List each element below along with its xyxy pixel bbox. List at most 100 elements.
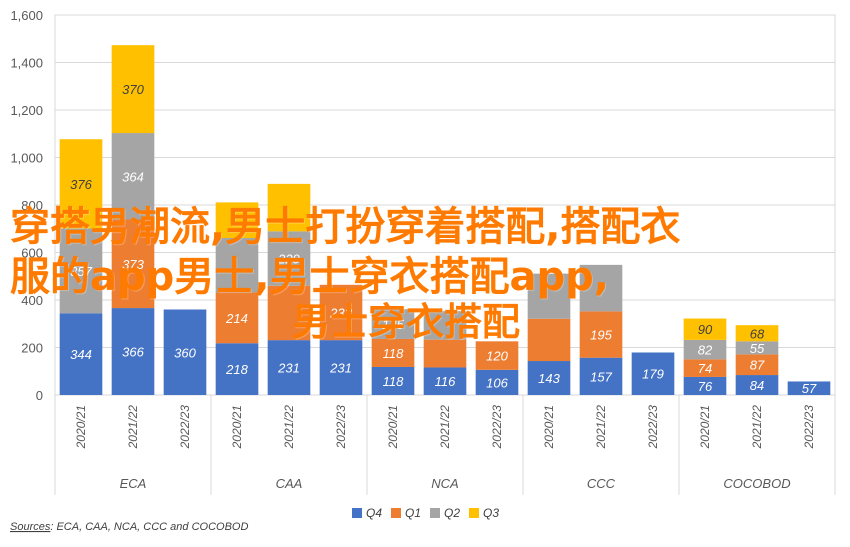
data-label: 214 — [225, 311, 248, 326]
bar-segment-q2 — [59, 228, 103, 314]
y-tick-label: 800 — [21, 198, 43, 213]
bar-segment-q4 — [215, 343, 259, 395]
group-label: CCC — [587, 476, 616, 491]
data-label: 143 — [538, 371, 560, 386]
legend-label-q2: Q2 — [444, 506, 460, 520]
data-label: 120 — [486, 349, 508, 364]
data-label: 68 — [750, 326, 765, 341]
legend-swatch-q1 — [391, 508, 401, 518]
bar-segment-q2 — [527, 273, 571, 319]
bar-segment-q2 — [579, 264, 623, 312]
bar-segment-q2 — [371, 309, 415, 339]
bar-segment-q2 — [683, 339, 727, 360]
bar-segment-q1 — [527, 318, 571, 362]
y-tick-label: 1,000 — [10, 151, 43, 166]
data-label: 116 — [435, 374, 456, 389]
bar-segment-q3 — [683, 318, 727, 340]
data-label: 218 — [225, 362, 248, 377]
data-label: 118 — [383, 374, 404, 389]
legend-label-q1: Q1 — [405, 506, 421, 520]
x-tick-label: 2020/21 — [698, 405, 712, 449]
group-label: NCA — [431, 476, 458, 491]
bar-segment-q1 — [683, 359, 727, 377]
group-label: COCOBOD — [723, 476, 790, 491]
data-label: 364 — [122, 169, 144, 184]
data-label: 360 — [174, 345, 196, 360]
data-label: 344 — [70, 347, 92, 362]
source-text: : ECA, CAA, NCA, CCC and COCOBOD — [50, 521, 248, 533]
bar-segment-q3 — [267, 183, 311, 232]
x-tick-label: 2022/23 — [334, 405, 348, 450]
bar-segment-q4 — [527, 361, 571, 395]
bar-segment-q3 — [735, 325, 779, 342]
x-tick-label: 2020/21 — [542, 405, 556, 449]
source-label: Sources — [10, 521, 51, 533]
bar-segment-q1 — [319, 284, 363, 341]
x-tick-label: 2020/21 — [74, 405, 88, 449]
bar-segment-q4 — [59, 313, 103, 395]
data-label: 376 — [70, 177, 92, 192]
bar-segment-q1 — [267, 285, 311, 341]
x-tick-label: 2021/22 — [594, 405, 608, 450]
y-tick-label: 0 — [36, 388, 43, 403]
data-label: 57 — [802, 381, 817, 396]
legend-label-q4: Q4 — [366, 506, 382, 520]
data-label: 366 — [122, 345, 144, 360]
data-label: 74 — [698, 361, 712, 376]
x-tick-label: 2021/22 — [282, 405, 296, 450]
data-label: 370 — [122, 82, 144, 97]
data-label: 84 — [750, 378, 764, 393]
bar-segment-q4 — [423, 367, 467, 395]
bar-segment-q2 — [423, 311, 467, 340]
x-tick-label: 2021/22 — [126, 405, 140, 450]
y-tick-label: 200 — [21, 341, 43, 356]
bar-segment-q2 — [735, 341, 779, 355]
data-label: 76 — [698, 379, 713, 394]
bar-segment-q4 — [163, 309, 207, 395]
bar-segment-q4 — [475, 369, 519, 395]
group-label: CAA — [276, 476, 303, 491]
y-tick-label: 1,200 — [10, 103, 43, 118]
bar-segment-q4 — [683, 376, 727, 395]
y-tick-label: 600 — [21, 246, 43, 261]
x-tick-label: 2021/22 — [438, 405, 452, 450]
y-tick-label: 1,600 — [10, 8, 43, 23]
bar-segment-q1 — [423, 339, 467, 368]
bar-segment-q4 — [111, 308, 155, 395]
bar-segment-q4 — [631, 352, 675, 395]
bar-segment-q4 — [787, 381, 831, 395]
x-tick-label: 2022/23 — [646, 405, 660, 450]
y-tick-label: 400 — [21, 293, 43, 308]
data-label: 231 — [277, 361, 300, 376]
data-label: 373 — [122, 257, 144, 272]
bar-segment-q1 — [371, 338, 415, 367]
data-label: 55 — [750, 341, 765, 356]
x-tick-label: 2020/21 — [386, 405, 400, 449]
legend-swatch-q3 — [469, 508, 479, 518]
x-tick-label: 2022/23 — [490, 405, 504, 450]
bar-segment-q2 — [215, 238, 259, 293]
bar-segment-q1 — [735, 354, 779, 376]
data-label: 231 — [329, 361, 352, 376]
bar-segment-q4 — [319, 340, 363, 395]
data-label: 233 — [329, 305, 352, 320]
data-label: 125 — [382, 317, 404, 332]
data-label: 179 — [642, 367, 664, 382]
bar-segment-q4 — [267, 340, 311, 395]
bar-segment-q4 — [579, 357, 623, 395]
data-label: 118 — [383, 346, 404, 361]
bar-segment-q3 — [215, 202, 259, 239]
bar-segment-q2 — [111, 133, 155, 220]
data-label: 90 — [698, 322, 713, 337]
bar-segment-q4 — [735, 375, 779, 395]
data-label: 357 — [70, 264, 92, 279]
x-tick-label: 2022/23 — [802, 405, 816, 450]
data-label: 229 — [277, 252, 300, 267]
data-label: 106 — [486, 375, 508, 390]
bar-segment-q3 — [111, 45, 155, 134]
bar-segment-q1 — [111, 219, 155, 309]
x-tick-label: 2021/22 — [750, 405, 764, 450]
data-label: 87 — [750, 358, 765, 373]
